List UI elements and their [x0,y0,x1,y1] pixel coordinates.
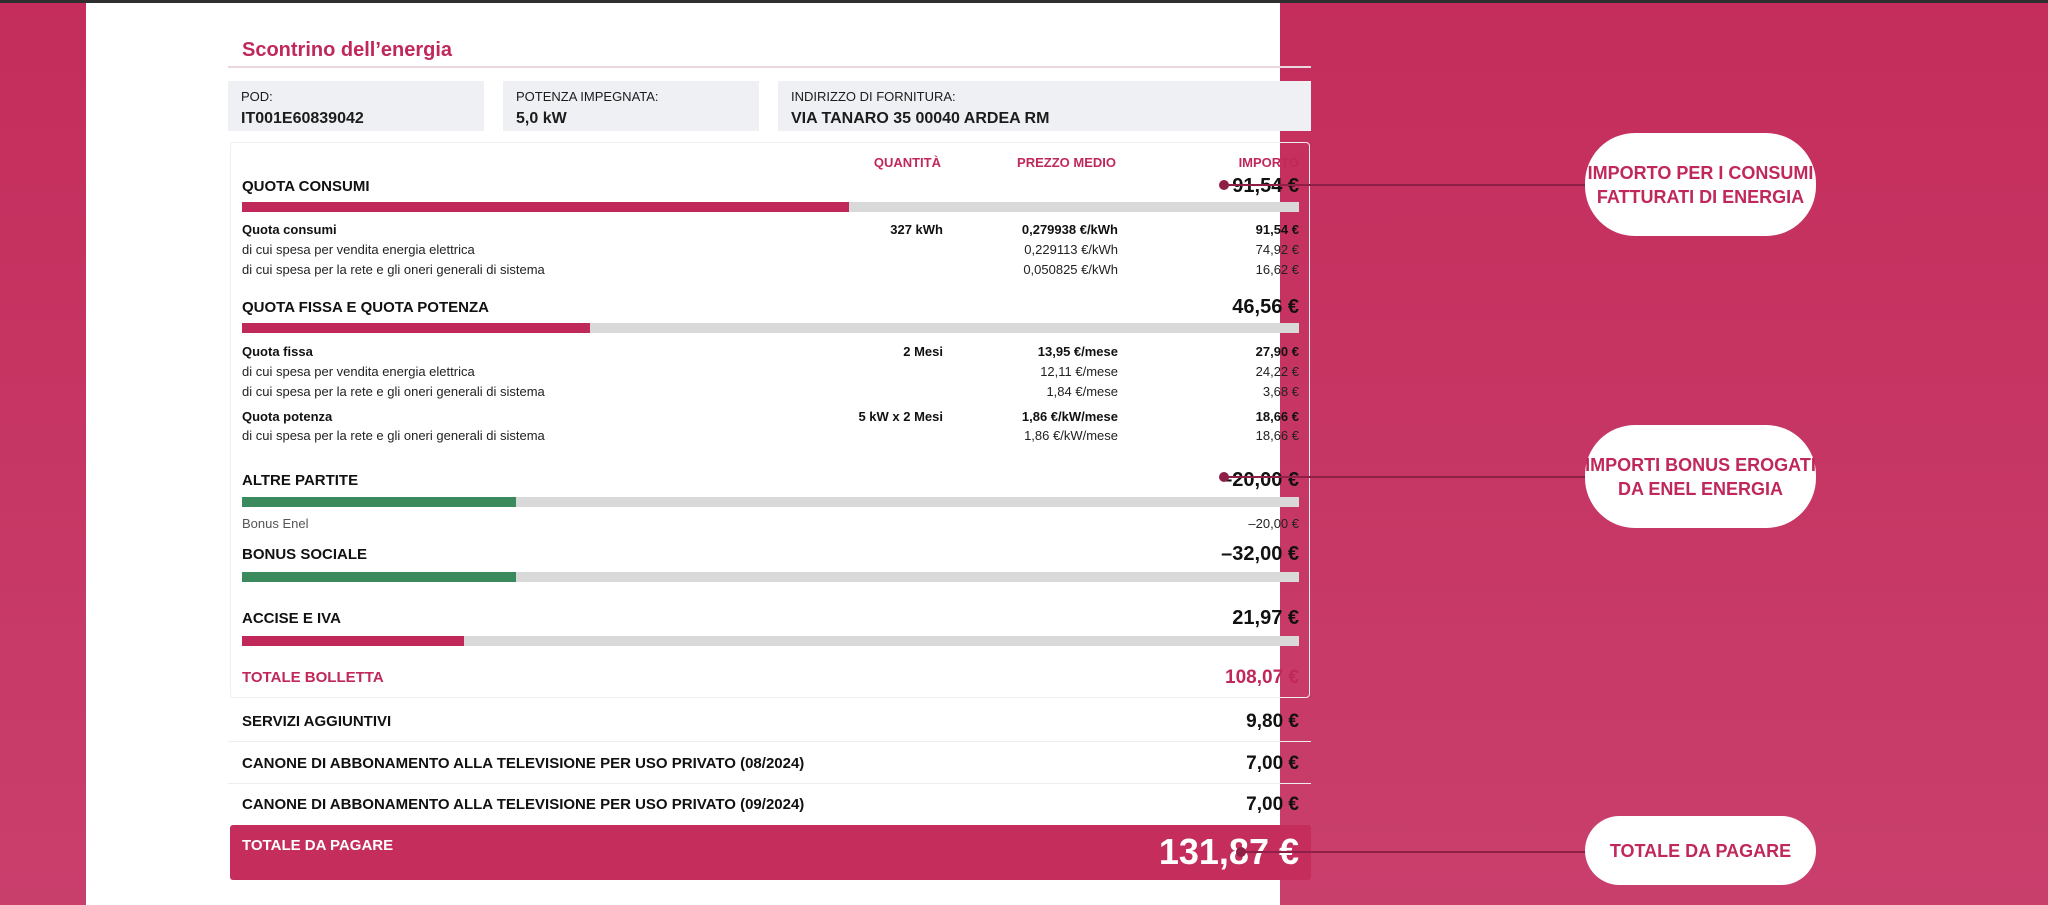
row-description: di cui spesa per vendita energia elettri… [242,364,475,379]
callout-consumi: IMPORTO PER I CONSUMI FATTURATI DI ENERG… [1585,133,1816,236]
column-quantity: QUANTITÀ [873,155,941,170]
bonus-bar-fill [242,572,516,582]
pod-box: POD: IT001E60839042 [228,81,484,131]
section-consumi-amount: 91,54 € [1232,175,1299,197]
extra-amount: 7,00 € [1246,753,1299,774]
accise-bar-fill [242,636,464,646]
accise-bar [242,636,1299,646]
fissa-row-vendita: di cui spesa per vendita energia elettri… [242,364,1299,382]
extra-label: CANONE DI ABBONAMENTO ALLA TELEVISIONE P… [242,755,805,772]
callout-consumi-dot [1219,180,1229,190]
row-amount: 91,54 € [1255,222,1299,237]
totale-bolletta-amount: 108,07 € [1225,667,1299,688]
totale-da-pagare-bar: TOTALE DA PAGARE 131,87 € [230,825,1311,880]
callout-totale-dot [1236,847,1246,857]
section-fissa-label: QUOTA FISSA E QUOTA POTENZA [242,299,489,316]
totale-da-pagare-label: TOTALE DA PAGARE [242,837,394,854]
row-amount: 24,22 € [1255,364,1299,379]
address-label: INDIRIZZO DI FORNITURA: [791,89,956,104]
extra-amount: 7,00 € [1246,794,1299,815]
power-value: 5,0 kW [516,110,567,127]
row-description: Quota fissa [242,344,313,359]
row-amount: 16,62 € [1255,262,1299,277]
extra-servizi-aggiuntivi: SERVIZI AGGIUNTIVI 9,80 € [228,701,1311,742]
row-price: 0,229113 €/kWh [1024,242,1118,257]
row-quantity: 2 Mesi [903,344,943,359]
pod-label: POD: [241,89,273,104]
bonus-bar [242,572,1299,582]
address-box: INDIRIZZO DI FORNITURA: VIA TANARO 35 00… [778,81,1311,131]
receipt-title: Scontrino dell’energia [242,39,453,61]
extra-amount: 9,80 € [1246,711,1299,732]
fissa-bar-fill [242,323,590,333]
section-fissa-amount: 46,56 € [1232,296,1299,318]
fissa-row-quota-potenza: Quota potenza 5 kW x 2 Mesi 1,86 €/kW/me… [242,409,1299,427]
totale-bolletta-label: TOTALE BOLLETTA [242,669,384,686]
row-description: Bonus Enel [242,516,309,531]
pod-value: IT001E60839042 [241,110,364,127]
section-bonus-amount: –32,00 € [1221,543,1299,565]
row-quantity: 5 kW x 2 Mesi [858,409,943,424]
section-accise-label: ACCISE E IVA [242,610,341,627]
top-border [0,0,2048,3]
fissa-bar [242,323,1299,333]
row-description: di cui spesa per la rete e gli oneri gen… [242,428,545,443]
column-amount: IMPORTO [1238,155,1299,170]
extra-label: CANONE DI ABBONAMENTO ALLA TELEVISIONE P… [242,796,805,813]
charges-panel [230,142,1310,698]
row-amount: 27,90 € [1255,344,1299,359]
row-description: di cui spesa per la rete e gli oneri gen… [242,384,545,399]
fissa-row-potenza-rete: di cui spesa per la rete e gli oneri gen… [242,428,1299,446]
callout-bonus-connector [1226,476,1586,478]
consumi-row-quota: Quota consumi 327 kWh 0,279938 €/kWh 91,… [242,222,1299,240]
extra-label: SERVIZI AGGIUNTIVI [242,713,392,730]
row-description: di cui spesa per la rete e gli oneri gen… [242,262,545,277]
row-price: 1,84 €/mese [1046,384,1118,399]
callout-totale: TOTALE DA PAGARE [1585,816,1816,885]
row-description: Quota potenza [242,409,333,424]
consumi-bar [242,202,1299,212]
column-avg-price: PREZZO MEDIO [1017,155,1116,170]
consumi-bar-fill [242,202,849,212]
altre-row-bonus-enel: Bonus Enel –20,00 € [242,516,1299,534]
row-quantity: 327 kWh [890,222,943,237]
row-price: 12,11 €/mese [1040,364,1118,379]
address-value: VIA TANARO 35 00040 ARDEA RM [791,110,1050,127]
row-amount: 3,68 € [1262,384,1299,399]
row-price: 13,95 €/mese [1037,344,1118,359]
consumi-row-vendita: di cui spesa per vendita energia elettri… [242,242,1299,260]
section-altre-label: ALTRE PARTITE [242,472,359,489]
bill-sheet: Scontrino dell’energia POD: IT001E608390… [86,3,1311,905]
extra-canone-tv-08: CANONE DI ABBONAMENTO ALLA TELEVISIONE P… [228,743,1311,784]
row-amount: 74,92 € [1255,242,1299,257]
fissa-row-quota-fissa: Quota fissa 2 Mesi 13,95 €/mese 27,90 € [242,344,1299,362]
callout-totale-connector [1243,851,1586,853]
title-divider [228,66,1311,68]
row-amount: –20,00 € [1248,516,1299,531]
consumi-row-rete: di cui spesa per la rete e gli oneri gen… [242,262,1299,280]
row-description: Quota consumi [242,222,337,237]
row-price: 0,050825 €/kWh [1023,262,1118,277]
row-price: 0,279938 €/kWh [1021,222,1118,237]
row-description: di cui spesa per vendita energia elettri… [242,242,475,257]
power-box: POTENZA IMPEGNATA: 5,0 kW [503,81,759,131]
callout-bonus: IMPORTI BONUS EROGATI DA ENEL ENERGIA [1585,425,1816,528]
row-amount: 18,66 € [1255,409,1299,424]
section-consumi-label: QUOTA CONSUMI [242,178,370,195]
row-price: 1,86 €/kW/mese [1021,409,1118,424]
row-price: 1,86 €/kW/mese [1024,428,1118,443]
section-accise-amount: 21,97 € [1232,607,1299,629]
section-bonus-label: BONUS SOCIALE [242,546,368,563]
section-altre-amount: –20,00 € [1221,469,1299,491]
altre-bar-fill [242,497,516,507]
power-label: POTENZA IMPEGNATA: [516,89,659,104]
callout-consumi-connector [1226,184,1586,186]
callout-bonus-dot [1219,472,1229,482]
row-amount: 18,66 € [1255,428,1299,443]
extra-canone-tv-09: CANONE DI ABBONAMENTO ALLA TELEVISIONE P… [228,784,1311,825]
fissa-row-rete: di cui spesa per la rete e gli oneri gen… [242,384,1299,402]
altre-bar [242,497,1299,507]
